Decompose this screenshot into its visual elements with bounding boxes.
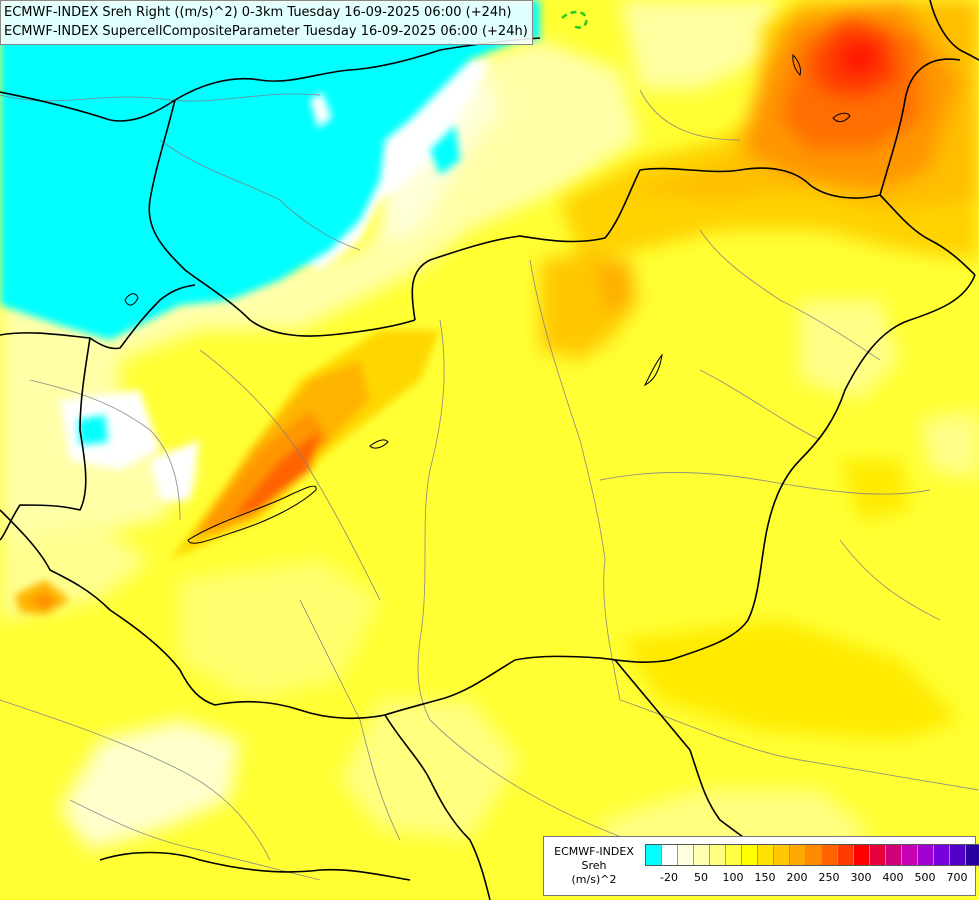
legend-tick-label: 250	[818, 871, 840, 884]
legend-title-unit: (m/s)^2	[571, 873, 617, 886]
legend-swatch	[806, 845, 822, 865]
rivers	[0, 89, 979, 881]
legend-tick-label: 400	[882, 871, 904, 884]
color-legend: ECMWF-INDEX Sreh (m/s)^2 -20 50 100 150 200 2…	[543, 836, 979, 896]
legend-swatch	[886, 845, 902, 865]
legend-tick-label: 100	[722, 871, 744, 884]
legend-title-variable: Sreh	[581, 859, 607, 872]
map-title-line-1: ECMWF-INDEX Sreh Right ((m/s)^2) 0-3km T…	[4, 5, 512, 20]
legend-swatch	[870, 845, 886, 865]
legend-swatch	[822, 845, 838, 865]
legend-tick-label: 50	[694, 871, 708, 884]
sreh-field-high-ne	[540, 0, 979, 360]
legend-ticks: -20 50 100 150 200 250 300 400 500 700	[645, 871, 979, 887]
legend-tick-label: 150	[754, 871, 776, 884]
legend-scale: -20 50 100 150 200 250 300 400 500 700	[645, 844, 979, 887]
legend-swatch	[934, 845, 950, 865]
legend-swatch	[710, 845, 726, 865]
lakes	[124, 53, 851, 544]
scp-contour	[561, 10, 588, 29]
legend-swatch	[790, 845, 806, 865]
legend-swatch	[758, 845, 774, 865]
legend-tick-label: 300	[850, 871, 872, 884]
legend-swatch	[918, 845, 934, 865]
legend-swatch	[678, 845, 694, 865]
map-title-box: ECMWF-INDEX Sreh Right ((m/s)^2) 0-3km T…	[0, 0, 533, 45]
legend-title: ECMWF-INDEX Sreh (m/s)^2	[544, 845, 644, 887]
legend-tick-label: 200	[786, 871, 808, 884]
legend-swatch	[646, 845, 662, 865]
legend-swatch	[854, 845, 870, 865]
legend-tick-label: -20	[660, 871, 678, 884]
map-title-line-2: ECMWF-INDEX SupercellCompositeParameter …	[4, 24, 528, 39]
legend-title-model: ECMWF-INDEX	[554, 845, 634, 858]
legend-swatch	[966, 845, 979, 865]
legend-tick-label: 500	[914, 871, 936, 884]
legend-swatch	[774, 845, 790, 865]
legend-swatch	[742, 845, 758, 865]
legend-swatch	[694, 845, 710, 865]
legend-swatches	[645, 844, 979, 866]
legend-swatch	[950, 845, 966, 865]
legend-tick-label: 700	[946, 871, 968, 884]
white-island	[310, 92, 332, 128]
legend-swatch	[838, 845, 854, 865]
legend-swatch	[902, 845, 918, 865]
sreh-field-high-sw	[15, 330, 440, 615]
legend-swatch	[726, 845, 742, 865]
legend-swatch	[662, 845, 678, 865]
